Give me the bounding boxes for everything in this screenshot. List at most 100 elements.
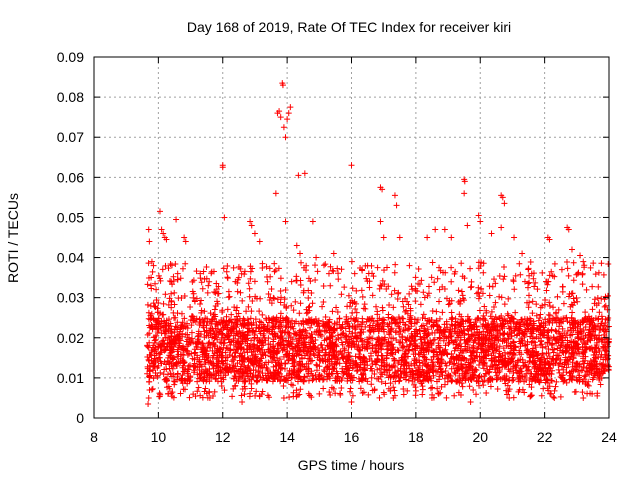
- data-point: [423, 320, 430, 327]
- data-point: [341, 284, 348, 291]
- data-point: [357, 336, 364, 343]
- data-point: [364, 262, 371, 269]
- data-point: [298, 352, 305, 359]
- data-point: [259, 388, 266, 395]
- data-point: [407, 307, 414, 314]
- data-point: [501, 358, 508, 365]
- data-point: [317, 357, 324, 364]
- data-point: [156, 341, 163, 348]
- data-point: [338, 385, 345, 391]
- data-point: [448, 365, 455, 372]
- data-point: [548, 390, 555, 397]
- data-point: [438, 368, 445, 375]
- data-point: [394, 295, 401, 302]
- data-point: [462, 361, 469, 368]
- data-point: [207, 310, 214, 317]
- data-point: [305, 347, 312, 354]
- data-point: [321, 337, 328, 344]
- data-point: [441, 375, 448, 382]
- data-point: [374, 336, 381, 343]
- data-point: [570, 259, 577, 266]
- data-point: [573, 360, 580, 367]
- data-point: [521, 278, 528, 285]
- data-point: [435, 390, 442, 397]
- data-point: [602, 302, 609, 309]
- data-point: [534, 286, 541, 293]
- data-point: [234, 360, 241, 367]
- data-point: [391, 372, 398, 379]
- data-point: [303, 319, 310, 326]
- data-point: [338, 291, 345, 298]
- data-point: [542, 296, 549, 303]
- data-point: [148, 285, 155, 292]
- data-point: [155, 272, 162, 279]
- data-point: [390, 362, 397, 369]
- x-tick-label: 12: [215, 429, 231, 445]
- data-point: [373, 349, 380, 356]
- data-point: [400, 391, 407, 398]
- data-point: [287, 321, 294, 328]
- data-point: [420, 289, 427, 296]
- data-point: [480, 328, 487, 335]
- data-point: [296, 373, 303, 380]
- y-tick-label: 0.02: [57, 330, 84, 346]
- data-point: [241, 271, 248, 278]
- data-point: [254, 342, 261, 349]
- data-point: [249, 327, 256, 334]
- data-point: [511, 286, 518, 293]
- data-point: [201, 373, 208, 380]
- x-tick-label: 14: [279, 429, 295, 445]
- data-point: [344, 303, 351, 310]
- data-point: [193, 268, 200, 275]
- data-point: [207, 372, 214, 379]
- data-point: [210, 365, 217, 372]
- data-point: [152, 370, 159, 377]
- data-point: [556, 323, 563, 330]
- data-point: [170, 337, 177, 344]
- data-point: [448, 278, 455, 285]
- data-point: [194, 388, 201, 395]
- data-point: [376, 365, 383, 372]
- data-point: [521, 389, 528, 396]
- data-point: [357, 329, 364, 336]
- data-point: [466, 383, 473, 390]
- data-point: [150, 375, 157, 382]
- data-point: [207, 344, 214, 351]
- data-point: [237, 265, 244, 272]
- data-point: [200, 318, 207, 325]
- data-point: [228, 358, 235, 365]
- data-point: [492, 369, 499, 376]
- data-point: [583, 365, 590, 372]
- data-point: [489, 324, 496, 331]
- data-point: [168, 340, 175, 347]
- data-point: [474, 335, 481, 342]
- data-point: [281, 301, 288, 308]
- data-point: [248, 380, 255, 387]
- data-point: [391, 192, 398, 199]
- data-point: [412, 298, 419, 305]
- data-point: [359, 293, 366, 300]
- data-point: [456, 379, 463, 386]
- data-point: [585, 334, 592, 341]
- data-point: [550, 394, 557, 401]
- data-point: [412, 392, 419, 399]
- data-point: [292, 343, 299, 350]
- data-point: [291, 320, 298, 327]
- data-point: [231, 383, 238, 390]
- data-point: [197, 375, 204, 382]
- data-point: [578, 336, 585, 343]
- data-point: [467, 335, 474, 342]
- data-point: [144, 342, 151, 349]
- data-point: [445, 301, 452, 308]
- data-point: [408, 330, 415, 337]
- data-point: [424, 292, 431, 299]
- data-point: [302, 332, 309, 339]
- data-point: [264, 323, 271, 330]
- data-point: [234, 343, 241, 350]
- data-point: [344, 365, 351, 372]
- data-point: [377, 341, 384, 348]
- data-point: [554, 293, 561, 300]
- data-point: [475, 334, 482, 341]
- data-point: [224, 345, 231, 352]
- data-point: [168, 333, 175, 340]
